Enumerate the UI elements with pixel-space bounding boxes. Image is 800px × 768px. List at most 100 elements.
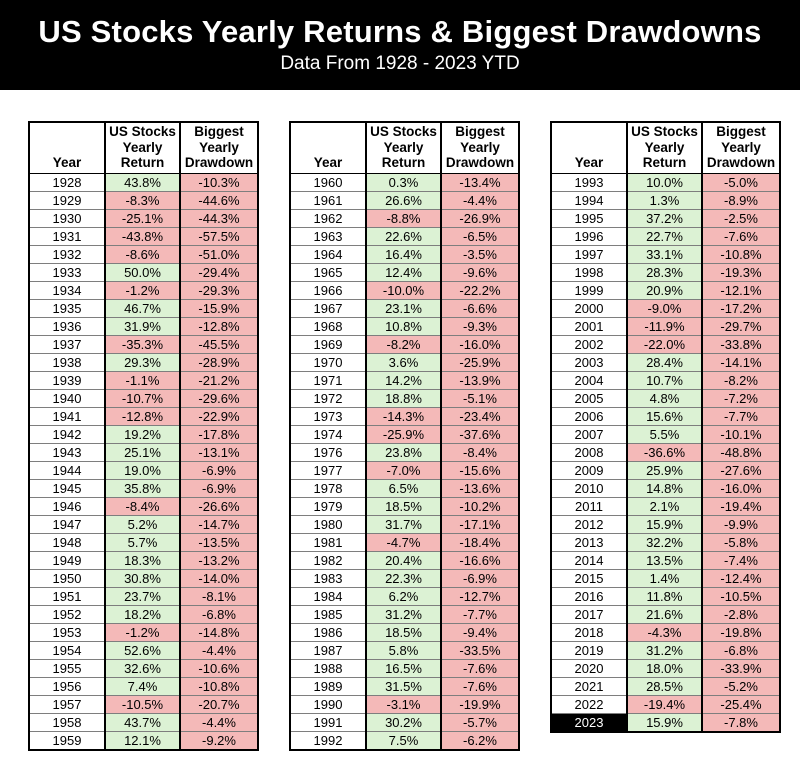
table-row: 1965 12.4% -9.6% [289,263,520,282]
year-header: Year [289,122,367,174]
year-cell: 1968 [289,317,367,336]
drawdown-cell: -12.8% [179,317,259,336]
return-cell: 5.2% [104,515,181,534]
year-cell: 1938 [28,353,106,372]
year-cell: 1970 [289,353,367,372]
year-cell: 1943 [28,443,106,462]
drawdown-cell: -10.3% [179,173,259,192]
year-cell: 1971 [289,371,367,390]
year-cell: 1980 [289,515,367,534]
table-row: 1952 18.2% -6.8% [28,605,259,624]
drawdown-cell: -14.7% [179,515,259,534]
drawdown-cell: -23.4% [440,407,520,426]
header-row: Year US Stocks Yearly Return Biggest Yearl… [550,122,781,174]
table-row: 1950 30.8% -14.0% [28,569,259,588]
return-cell: -8.2% [365,335,442,354]
table-row: 1987 5.8% -33.5% [289,641,520,660]
year-cell: 2010 [550,479,628,498]
drawdown-cell: -14.1% [701,353,781,372]
return-cell: -8.6% [104,245,181,264]
table-row: 1943 25.1% -13.1% [28,443,259,462]
table-row: 2012 15.9% -9.9% [550,515,781,534]
table-row: 1967 23.1% -6.6% [289,299,520,318]
return-cell: -19.4% [626,695,703,714]
return-cell: -8.4% [104,497,181,516]
return-cell: 23.1% [365,299,442,318]
year-cell: 2018 [550,623,628,642]
year-cell: 1994 [550,191,628,210]
year-cell: 1996 [550,227,628,246]
drawdown-cell: -10.2% [440,497,520,516]
drawdown-cell: -33.8% [701,335,781,354]
drawdown-cell: -5.1% [440,389,520,408]
drawdown-cell: -15.9% [179,299,259,318]
drawdown-cell: -6.9% [179,461,259,480]
drawdown-cell: -19.4% [701,497,781,516]
year-cell: 1948 [28,533,106,552]
drawdown-cell: -51.0% [179,245,259,264]
table-row: 2019 31.2% -6.8% [550,641,781,660]
table-row: 2006 15.6% -7.7% [550,407,781,426]
table-row: 2005 4.8% -7.2% [550,389,781,408]
table-row: 1947 5.2% -14.7% [28,515,259,534]
year-cell: 1958 [28,713,106,732]
drawdown-cell: -37.6% [440,425,520,444]
return-cell: 43.7% [104,713,181,732]
return-cell: 22.6% [365,227,442,246]
return-cell: 43.8% [104,173,181,192]
drawdown-cell: -10.1% [701,425,781,444]
drawdown-cell: -26.9% [440,209,520,228]
return-cell: -7.0% [365,461,442,480]
table-row: 1931 -43.8% -57.5% [28,227,259,246]
return-cell: 22.3% [365,569,442,588]
table-row: 1985 31.2% -7.7% [289,605,520,624]
return-cell: 28.5% [626,677,703,696]
return-cell: -8.8% [365,209,442,228]
drawdown-cell: -26.6% [179,497,259,516]
year-cell: 1966 [289,281,367,300]
return-cell: 26.6% [365,191,442,210]
return-cell: 22.7% [626,227,703,246]
table-row: 1961 26.6% -4.4% [289,191,520,210]
drawdown-header: Biggest Yearly Drawdown [701,122,781,174]
title-banner: US Stocks Yearly Returns & Biggest Drawd… [0,0,800,90]
table-row: 1998 28.3% -19.3% [550,263,781,282]
table-row: 1941 -12.8% -22.9% [28,407,259,426]
year-cell: 1952 [28,605,106,624]
year-cell: 1973 [289,407,367,426]
table-row: 1938 29.3% -28.9% [28,353,259,372]
year-cell: 1940 [28,389,106,408]
table-row: 2010 14.8% -16.0% [550,479,781,498]
table-row: 1928 43.8% -10.3% [28,173,259,192]
drawdown-cell: -19.9% [440,695,520,714]
year-cell: 1963 [289,227,367,246]
drawdown-cell: -3.5% [440,245,520,264]
page-title: US Stocks Yearly Returns & Biggest Drawd… [38,13,762,49]
table-row: 1958 43.7% -4.4% [28,713,259,732]
return-cell: -25.9% [365,425,442,444]
year-cell: 1979 [289,497,367,516]
table-row: 1948 5.7% -13.5% [28,533,259,552]
drawdown-cell: -21.2% [179,371,259,390]
return-cell: 10.0% [626,173,703,192]
year-header: Year [28,122,106,174]
drawdown-cell: -29.6% [179,389,259,408]
return-cell: 6.2% [365,587,442,606]
drawdown-cell: -6.8% [179,605,259,624]
table-row: 1936 31.9% -12.8% [28,317,259,336]
year-cell: 2000 [550,299,628,318]
return-cell: 28.4% [626,353,703,372]
drawdown-cell: -9.3% [440,317,520,336]
return-cell: 19.0% [104,461,181,480]
year-cell: 1986 [289,623,367,642]
drawdown-cell: -6.9% [179,479,259,498]
year-cell: 2016 [550,587,628,606]
year-cell: 2020 [550,659,628,678]
table-row: 1970 3.6% -25.9% [289,353,520,372]
year-cell: 1949 [28,551,106,570]
return-cell: 10.8% [365,317,442,336]
return-cell: 5.7% [104,533,181,552]
table-row: 1949 18.3% -13.2% [28,551,259,570]
year-cell: 1932 [28,245,106,264]
return-header: US Stocks Yearly Return [626,122,703,174]
